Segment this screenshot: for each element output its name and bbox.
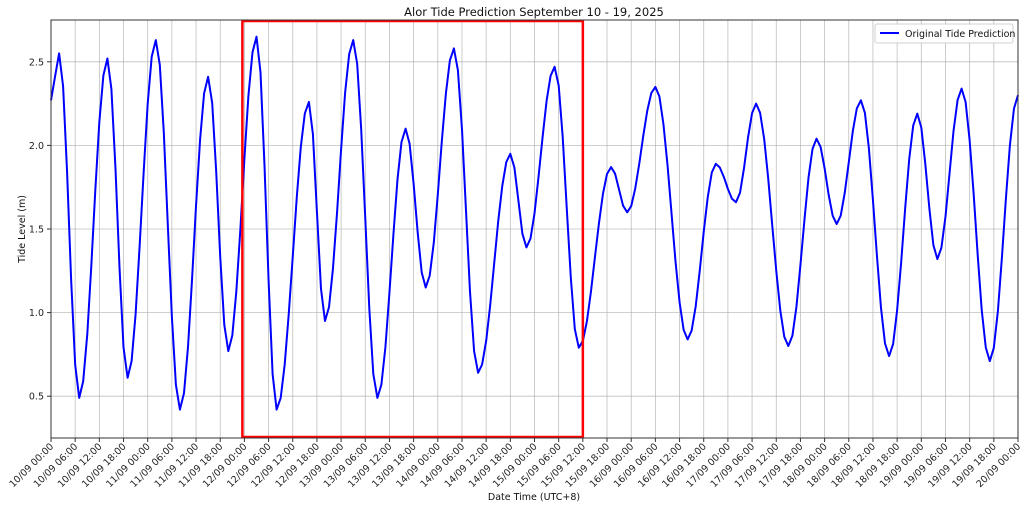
legend: Original Tide Prediction — [874, 23, 1015, 44]
y-axis-label: Tide Level (m) — [17, 195, 28, 264]
x-axis-label: Date Time (UTC+8) — [488, 492, 580, 503]
highlight-box — [241, 19, 585, 439]
y-axis: 0.5 1.0 1.5 2.0 2.5 — [29, 57, 51, 403]
series-layer — [50, 35, 1019, 411]
y-tick-label: 2.0 — [29, 141, 44, 152]
chart-title: Alor Tide Prediction September 10 - 19, … — [404, 5, 664, 19]
tide-line — [50, 35, 1019, 411]
y-tick-label: 2.5 — [29, 57, 44, 68]
y-tick-label: 1.5 — [29, 225, 44, 236]
legend-label: Original Tide Prediction — [905, 29, 1015, 40]
grid — [50, 20, 1019, 438]
y-tick-label: 0.5 — [29, 392, 44, 403]
plot-frame — [50, 19, 1019, 439]
y-tick-label: 1.0 — [29, 308, 44, 319]
